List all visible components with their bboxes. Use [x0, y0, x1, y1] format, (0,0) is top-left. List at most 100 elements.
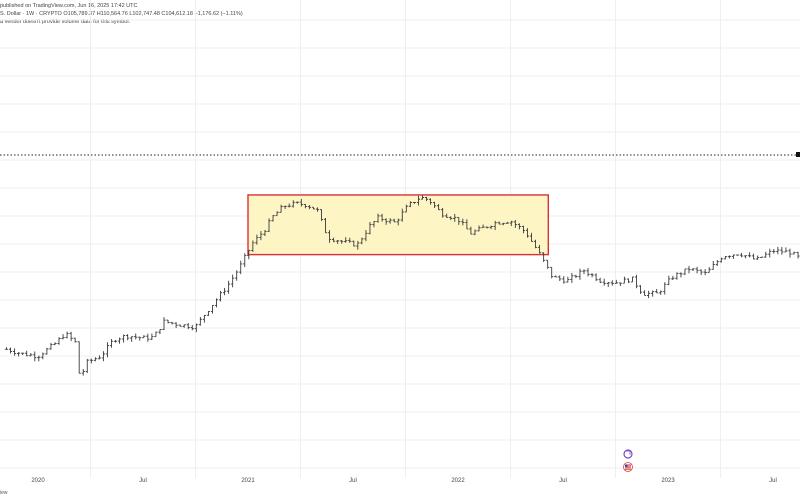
- ohlc-bar: [626, 278, 631, 284]
- ohlc-bar: [311, 206, 316, 210]
- ohlc-bar: [400, 208, 404, 222]
- ohlc-bar: [97, 355, 101, 360]
- ohlc-bar: [558, 275, 562, 281]
- ohlc-bar: [659, 290, 663, 295]
- ohlc-bar: [392, 218, 396, 223]
- ohlc-bar: [113, 339, 118, 343]
- ohlc-bar: [263, 230, 267, 236]
- ohlc-bar: [214, 298, 219, 308]
- ohlc-bar: [344, 237, 348, 243]
- ohlc-bar: [227, 280, 231, 294]
- ohlc-bar: [602, 278, 606, 286]
- ohlc-bar: [206, 310, 211, 317]
- symbol-ohlc-info: S. Dollar · 1W · CRYPTO O105,789.37 H110…: [0, 11, 243, 17]
- ohlc-bar: [493, 220, 497, 231]
- ohlc-bar: [481, 224, 485, 229]
- ohlc-bar: [412, 202, 416, 204]
- ohlc-bar: [295, 201, 299, 204]
- ohlc-bar: [618, 282, 622, 286]
- ohlc-bar: [166, 319, 170, 324]
- ohlc-bar: [101, 351, 106, 362]
- ohlc-bar: [453, 213, 457, 222]
- ohlc-bar: [239, 260, 243, 275]
- ohlc-bar: [198, 316, 202, 326]
- ohlc-bar: [255, 234, 259, 245]
- ohlc-bar: [170, 321, 174, 325]
- ohlc-bar: [477, 225, 481, 232]
- ohlc-bar: [37, 355, 41, 362]
- ohlc-bar: [651, 290, 655, 297]
- ohlc-bar: [33, 351, 37, 362]
- ohlc-bar: [679, 272, 683, 278]
- ohlc-bar: [356, 240, 360, 250]
- flag-event-icon[interactable]: [623, 462, 633, 472]
- ohlc-bar: [489, 225, 493, 230]
- x-tick-label: Jul: [139, 478, 147, 484]
- ohlc-bar: [283, 205, 287, 210]
- ohlc-bar: [622, 276, 626, 284]
- ohlc-bar: [93, 357, 97, 362]
- ohlc-bar: [218, 290, 223, 302]
- ohlc-bar: [85, 358, 89, 374]
- ohlc-bar: [566, 276, 570, 283]
- x-tick-label: Jul: [559, 478, 567, 484]
- ohlc-bar: [642, 290, 647, 296]
- ohlc-bar: [319, 209, 324, 221]
- ohlc-bar: [384, 218, 388, 225]
- ohlc-bar: [291, 200, 295, 208]
- ohlc-bar: [162, 317, 166, 331]
- x-tick-label: Jul: [769, 478, 777, 484]
- ohlc-bar: [222, 287, 227, 296]
- ohlc-bar: [81, 369, 85, 376]
- ohlc-bar: [243, 253, 247, 268]
- ohlc-bar: [267, 218, 271, 232]
- ohlc-bar: [150, 333, 154, 341]
- ohlc-bar: [675, 272, 679, 280]
- ohlc-bar: [130, 336, 134, 342]
- ohlc-bar: [352, 240, 356, 247]
- ohlc-bar: [396, 218, 400, 226]
- x-axis-ticks: 2020Jul2021Jul2022Jul2023Jul2024Jul2025J…: [31, 478, 777, 484]
- event-icons[interactable]: [623, 449, 633, 472]
- ohlc-bar: [275, 211, 279, 217]
- ohlc-bar: [182, 324, 186, 328]
- ohlc-bar: [735, 254, 740, 256]
- ohlc-bar: [683, 268, 687, 276]
- ohlc-bar: [731, 254, 736, 259]
- ohlc-bar: [251, 240, 255, 252]
- ohlc-bar: [372, 221, 376, 228]
- ohlc-bar: [49, 342, 53, 350]
- ohlc-bar: [315, 207, 320, 212]
- ohlc-bar: [186, 323, 190, 330]
- ohlc-bar: [77, 341, 81, 374]
- ohlc-bar: [416, 195, 421, 206]
- ohlc-bar: [69, 331, 73, 342]
- ohlc-bar: [323, 217, 328, 234]
- ohlc-bar: [598, 277, 602, 284]
- ohlc-bar: [461, 218, 465, 226]
- ohlc-bar: [578, 268, 582, 280]
- ohlc-bar: [780, 246, 784, 255]
- ohlc-bar: [562, 276, 566, 284]
- refresh-event-icon[interactable]: [623, 449, 633, 459]
- ohlc-bar: [469, 226, 473, 235]
- ohlc-bar: [715, 260, 719, 266]
- ohlc-bar: [655, 289, 659, 294]
- ohlc-bar: [509, 220, 513, 227]
- ohlc-bar: [194, 323, 198, 333]
- ohlc-bar: [634, 274, 639, 289]
- ohlc-bar: [638, 285, 643, 294]
- ohlc-bar: [303, 203, 307, 209]
- ohlc-bar: [542, 252, 546, 262]
- ohlc-bar: [723, 256, 727, 260]
- ohlc-bar: [420, 195, 425, 200]
- ohlc-bar: [45, 347, 49, 355]
- footer-brand: iew: [0, 490, 8, 496]
- ohlc-bar: [247, 249, 251, 260]
- ohlc-bar: [550, 266, 554, 279]
- ohlc-bar: [408, 201, 412, 208]
- ohlc-bar: [235, 270, 239, 281]
- ohlc-bar: [178, 324, 182, 327]
- ohlc-bar: [348, 237, 352, 243]
